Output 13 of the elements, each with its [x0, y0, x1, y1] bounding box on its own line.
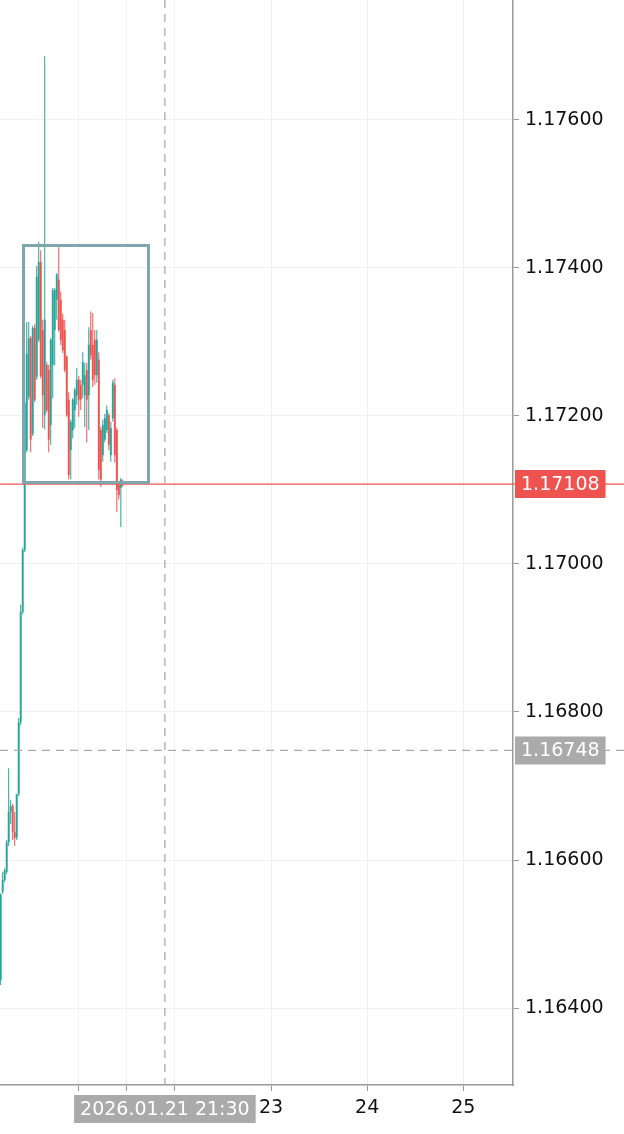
x-tick-label: 25 [451, 1095, 476, 1118]
ref-line-label: 2026.01.21 21:30 [80, 1096, 250, 1119]
x-tick-label: 23 [258, 1095, 284, 1118]
x-tick-label: 24 [355, 1095, 380, 1118]
y-tick-label: 1.17000 [525, 550, 604, 573]
y-tick-label: 1.16800 [525, 698, 604, 721]
y-tick-label: 1.16400 [525, 994, 604, 1017]
y-tick-label: 1.17200 [525, 402, 604, 425]
ref-line-label: 1.16748 [521, 738, 600, 761]
y-tick-label: 1.16600 [525, 846, 604, 869]
y-tick-label: 1.17600 [525, 106, 604, 129]
ref-line-label: 1.17108 [521, 471, 600, 494]
y-tick-label: 1.17400 [525, 254, 604, 277]
